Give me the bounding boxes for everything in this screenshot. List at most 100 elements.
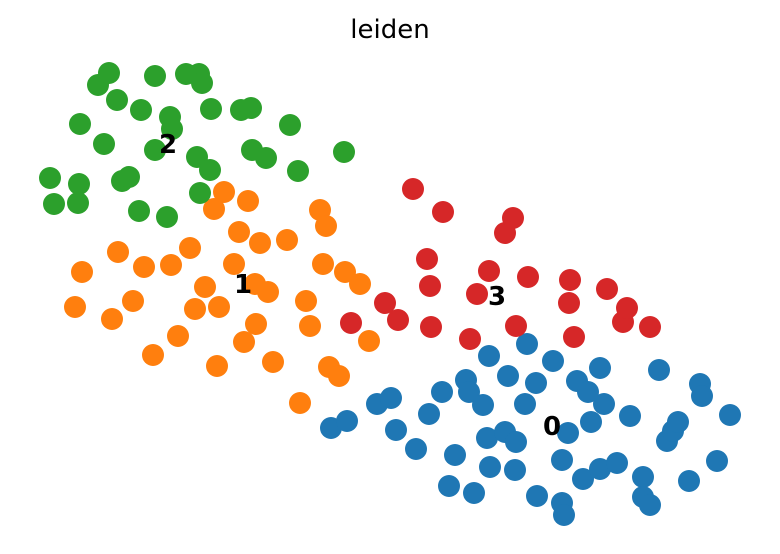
- point-cluster-2: [279, 114, 301, 136]
- point-cluster-1: [312, 253, 334, 275]
- point-cluster-0: [706, 450, 728, 472]
- point-cluster-0: [667, 411, 689, 433]
- point-cluster-2: [161, 118, 183, 140]
- point-cluster-1: [208, 296, 230, 318]
- point-cluster-2: [67, 192, 89, 214]
- point-cluster-3: [505, 315, 527, 337]
- point-cluster-3: [432, 201, 454, 223]
- point-cluster-2: [69, 113, 91, 135]
- cluster-labels: 0 1 2 3: [159, 130, 561, 442]
- point-cluster-1: [213, 181, 235, 203]
- point-cluster-1: [358, 330, 380, 352]
- point-cluster-0: [463, 482, 485, 504]
- point-cluster-0: [525, 372, 547, 394]
- point-cluster-1: [328, 365, 350, 387]
- point-cluster-1: [228, 221, 250, 243]
- point-cluster-2: [144, 65, 166, 87]
- point-cluster-3: [559, 269, 581, 291]
- cluster-label-1: 1: [234, 270, 252, 300]
- point-cluster-0: [444, 444, 466, 466]
- point-cluster-0: [479, 456, 501, 478]
- point-cluster-3: [374, 292, 396, 314]
- point-cluster-2: [287, 160, 309, 182]
- point-cluster-2: [199, 159, 221, 181]
- point-cluster-3: [340, 312, 362, 334]
- point-cluster-1: [142, 344, 164, 366]
- point-cluster-1: [349, 273, 371, 295]
- point-cluster-3: [502, 207, 524, 229]
- point-cluster-3: [478, 260, 500, 282]
- point-cluster-2: [118, 166, 140, 188]
- point-cluster-3: [420, 316, 442, 338]
- point-cluster-2: [333, 141, 355, 163]
- point-cluster-0: [385, 419, 407, 441]
- point-cluster-2: [156, 206, 178, 228]
- point-cluster-2: [68, 173, 90, 195]
- point-cluster-0: [336, 410, 358, 432]
- point-cluster-1: [262, 351, 284, 373]
- cluster-label-2: 2: [159, 130, 177, 160]
- point-cluster-2: [144, 139, 166, 161]
- point-cluster-1: [107, 241, 129, 263]
- point-cluster-1: [245, 313, 267, 335]
- point-cluster-1: [64, 296, 86, 318]
- point-cluster-1: [299, 315, 321, 337]
- points-layer: [39, 62, 741, 526]
- chart-title: leiden: [350, 15, 429, 45]
- point-cluster-1: [71, 261, 93, 283]
- point-cluster-3: [416, 248, 438, 270]
- point-cluster-2: [255, 147, 277, 169]
- point-cluster-0: [572, 468, 594, 490]
- point-cluster-1: [334, 261, 356, 283]
- point-cluster-0: [553, 504, 575, 526]
- point-cluster-2: [106, 89, 128, 111]
- point-cluster-0: [478, 345, 500, 367]
- point-cluster-1: [167, 325, 189, 347]
- series-cluster-0: [320, 333, 741, 526]
- point-cluster-0: [589, 458, 611, 480]
- point-cluster-0: [719, 404, 741, 426]
- point-cluster-0: [639, 494, 661, 516]
- series-cluster-3: [340, 178, 661, 350]
- point-cluster-1: [184, 298, 206, 320]
- point-cluster-3: [517, 266, 539, 288]
- point-cluster-0: [542, 350, 564, 372]
- point-cluster-0: [691, 385, 713, 407]
- cluster-label-3: 3: [488, 282, 506, 312]
- point-cluster-1: [101, 308, 123, 330]
- point-cluster-0: [577, 381, 599, 403]
- point-cluster-0: [380, 387, 402, 409]
- point-cluster-0: [593, 393, 615, 415]
- series-cluster-2: [39, 62, 355, 228]
- point-cluster-2: [191, 72, 213, 94]
- point-cluster-2: [39, 167, 61, 189]
- point-cluster-0: [405, 438, 427, 460]
- point-cluster-3: [387, 309, 409, 331]
- point-cluster-2: [128, 200, 150, 222]
- point-cluster-1: [289, 392, 311, 414]
- point-cluster-3: [466, 283, 488, 305]
- point-cluster-3: [563, 326, 585, 348]
- point-cluster-0: [431, 381, 453, 403]
- point-cluster-1: [233, 331, 255, 353]
- point-cluster-1: [249, 232, 271, 254]
- point-cluster-1: [206, 355, 228, 377]
- point-cluster-1: [203, 198, 225, 220]
- point-cluster-3: [419, 275, 441, 297]
- point-cluster-0: [557, 422, 579, 444]
- point-cluster-2: [189, 182, 211, 204]
- cluster-label-0: 0: [543, 412, 561, 442]
- point-cluster-0: [497, 365, 519, 387]
- point-cluster-0: [580, 411, 602, 433]
- point-cluster-2: [200, 98, 222, 120]
- point-cluster-1: [160, 254, 182, 276]
- point-cluster-0: [438, 475, 460, 497]
- point-cluster-1: [276, 229, 298, 251]
- point-cluster-0: [551, 449, 573, 471]
- point-cluster-3: [402, 178, 424, 200]
- point-cluster-1: [257, 281, 279, 303]
- point-cluster-1: [295, 290, 317, 312]
- point-cluster-1: [315, 215, 337, 237]
- point-cluster-1: [223, 253, 245, 275]
